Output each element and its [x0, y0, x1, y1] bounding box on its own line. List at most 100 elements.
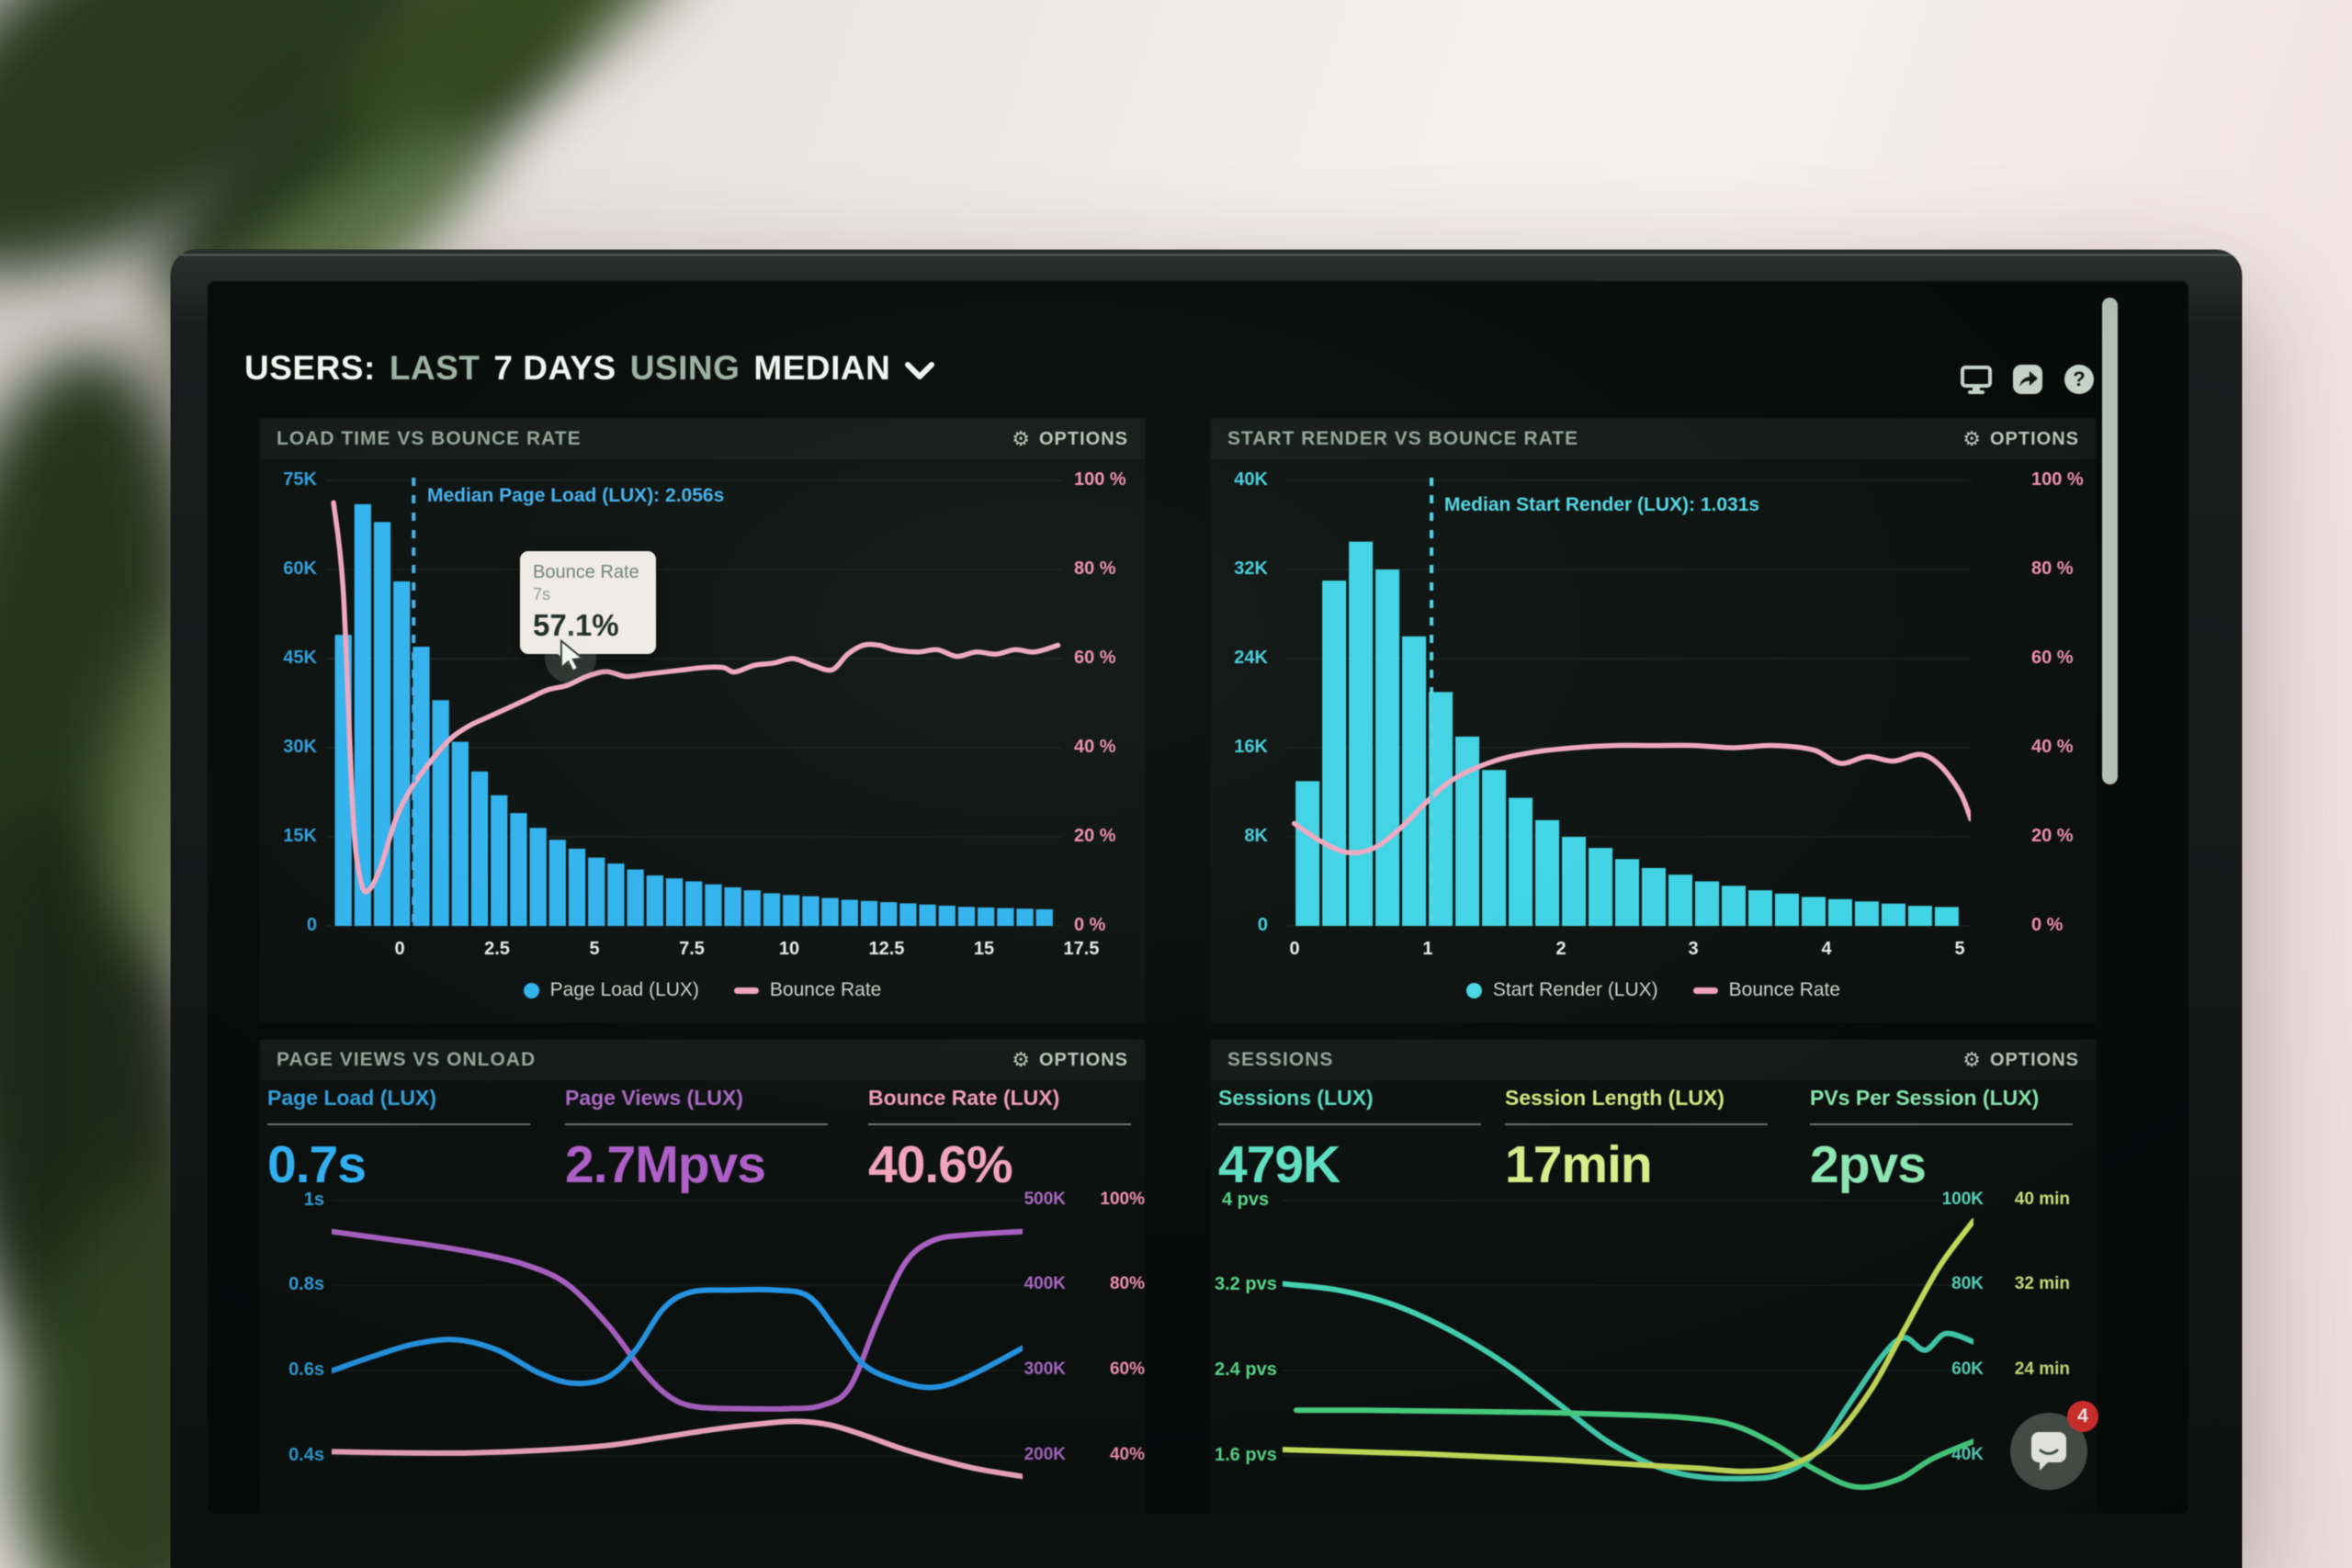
metric-divider [1218, 1123, 1481, 1125]
y-axis-tick: 100K [1941, 1190, 1984, 1209]
metric-page-views: Page Views (LUX) 2.7Mpvs [565, 1086, 841, 1195]
svg-text:?: ? [2073, 367, 2085, 390]
gear-icon: ⚙ [1012, 1048, 1031, 1071]
x-axis-tick: 15 [973, 939, 995, 959]
metric-label: PVs Per Session (LUX) [1810, 1086, 2040, 1110]
help-icon[interactable]: ? [2064, 364, 2095, 395]
y-axis-tick: 1.6 pvs [1215, 1445, 1277, 1465]
title-word: LAST [389, 349, 481, 387]
legend-label: Bounce Rate [769, 979, 882, 1000]
x-axis-tick: 10 [778, 939, 800, 959]
chat-widget-button[interactable]: 4 [2010, 1401, 2098, 1490]
y-axis-tick-pair: 300K 60% [1007, 1359, 1145, 1380]
load-time-chart [326, 478, 1061, 927]
y-axis-tick: 8K [1244, 826, 1268, 846]
share-icon[interactable] [2012, 364, 2043, 395]
metric-divider [1810, 1123, 2073, 1125]
chart-legend: Start Render (LUX) Bounce Rate [1211, 979, 2096, 1001]
x-axis-tick: 0 [394, 939, 405, 959]
header-icons: ? [1961, 364, 2095, 395]
y-axis-tick: 24K [1234, 648, 1268, 668]
y-axis-tick: 80% [1109, 1274, 1145, 1293]
x-axis-tick: 17.5 [1063, 939, 1100, 959]
metric-divider [565, 1123, 828, 1125]
metric-pvs-per-session: PVs Per Session (LUX) 2pvs [1810, 1086, 2086, 1195]
dashboard-title-dropdown[interactable]: USERS: LAST 7 DAYS USING MEDIAN [244, 349, 935, 388]
y-axis-tick: 0 [1257, 915, 1268, 935]
legend-item[interactable]: Bounce Rate [1692, 979, 1841, 1001]
y-axis-tick: 60K [1951, 1359, 1984, 1379]
metric-label: Page Views (LUX) [565, 1086, 743, 1110]
options-button[interactable]: ⚙ OPTIONS [1962, 429, 2079, 450]
y-axis-tick: 80K [1951, 1274, 1984, 1293]
y-axis-tick: 0.8s [288, 1274, 324, 1294]
median-annotation: Median Start Render (LUX): 1.031s [1444, 494, 1760, 515]
metric-divider [868, 1123, 1131, 1125]
gear-icon: ⚙ [1962, 427, 1982, 450]
x-axis-tick: 7.5 [679, 939, 705, 959]
legend-swatch-dot [523, 982, 539, 998]
y-axis-tick: 0.4s [288, 1445, 324, 1465]
options-button[interactable]: ⚙ OPTIONS [1962, 1050, 2079, 1071]
title-word: USERS: [244, 349, 376, 387]
y-axis-tick: 16K [1234, 737, 1268, 757]
legend-label: Page Load (LUX) [549, 979, 699, 1000]
legend-label: Bounce Rate [1728, 979, 1841, 1000]
panel-title: LOAD TIME VS BOUNCE RATE [277, 428, 582, 449]
y-axis-tick-pair: 60K 24 min [1930, 1359, 2070, 1380]
start-render-chart [1286, 478, 1971, 927]
title-word: 7 DAYS [493, 349, 616, 387]
gear-icon: ⚙ [1962, 1048, 1982, 1071]
metric-value: 17min [1505, 1135, 1653, 1194]
options-button[interactable]: ⚙ OPTIONS [1012, 429, 1128, 450]
options-button[interactable]: ⚙ OPTIONS [1012, 1050, 1128, 1071]
y-axis-tick: 4 pvs [1222, 1190, 1270, 1210]
y-axis-tick: 0 % [1074, 915, 1106, 935]
panel-header: SESSIONS ⚙ OPTIONS [1211, 1040, 2096, 1080]
legend-item[interactable]: Page Load (LUX) [523, 979, 699, 1001]
legend-swatch-dash [1692, 987, 1718, 994]
y-axis-tick: 80 % [1074, 558, 1116, 579]
y-axis-tick: 75K [283, 469, 317, 490]
panel-header: PAGE VIEWS VS ONLOAD ⚙ OPTIONS [260, 1040, 1145, 1080]
legend-item[interactable]: Start Render (LUX) [1465, 979, 1658, 1001]
y-axis-tick: 20 % [1074, 826, 1116, 846]
panel-page-views: PAGE VIEWS VS ONLOAD ⚙ OPTIONS Page Load… [260, 1040, 1145, 1514]
y-axis-tick: 60% [1109, 1359, 1145, 1379]
metric-session-length: Session Length (LUX) 17min [1505, 1086, 1781, 1195]
mouse-cursor-icon [560, 639, 585, 672]
y-axis-tick: 20 % [2031, 826, 2074, 846]
metric-label: Session Length (LUX) [1505, 1086, 1724, 1110]
legend-item[interactable]: Bounce Rate [733, 979, 882, 1001]
chat-bubble-icon [2031, 1432, 2066, 1471]
y-axis-tick: 0 [306, 915, 317, 935]
metric-value: 2.7Mpvs [565, 1135, 766, 1194]
gear-icon: ⚙ [1012, 427, 1031, 450]
title-word: USING [629, 349, 741, 387]
x-axis-tick: 5 [1954, 939, 1965, 959]
y-axis-tick: 300K [1023, 1359, 1066, 1379]
title-word: MEDIAN [753, 349, 891, 387]
metric-value: 479K [1218, 1135, 1340, 1194]
x-axis-tick: 12.5 [868, 939, 905, 959]
tooltip-value: 57.1% [533, 608, 619, 642]
x-axis-tick: 4 [1821, 939, 1832, 959]
y-axis-tick: 32 min [2014, 1274, 2070, 1293]
display-icon[interactable] [1961, 364, 1992, 395]
y-axis-tick: 32K [1234, 558, 1268, 579]
y-axis-tick: 200K [1023, 1445, 1066, 1464]
options-label: OPTIONS [1038, 428, 1128, 449]
y-axis-tick-pair: 100K 40 min [1930, 1190, 2070, 1210]
y-axis-tick-pair: 200K 40% [1007, 1445, 1145, 1465]
y-axis-tick: 100 % [2031, 469, 2084, 490]
y-axis-tick: 45K [283, 648, 317, 668]
panel-header: LOAD TIME VS BOUNCE RATE ⚙ OPTIONS [260, 419, 1145, 459]
laptop: USERS: LAST 7 DAYS USING MEDIAN [171, 250, 2242, 1568]
y-axis-tick: 0 % [2031, 915, 2064, 935]
y-axis-tick: 60 % [2031, 648, 2074, 668]
metric-sessions: Sessions (LUX) 479K [1218, 1086, 1494, 1195]
scrollbar-thumb[interactable] [2102, 298, 2118, 784]
chart-legend: Page Load (LUX) Bounce Rate [260, 979, 1145, 1001]
y-axis-tick: 15K [283, 826, 317, 846]
legend-swatch-dot [1465, 982, 1482, 998]
